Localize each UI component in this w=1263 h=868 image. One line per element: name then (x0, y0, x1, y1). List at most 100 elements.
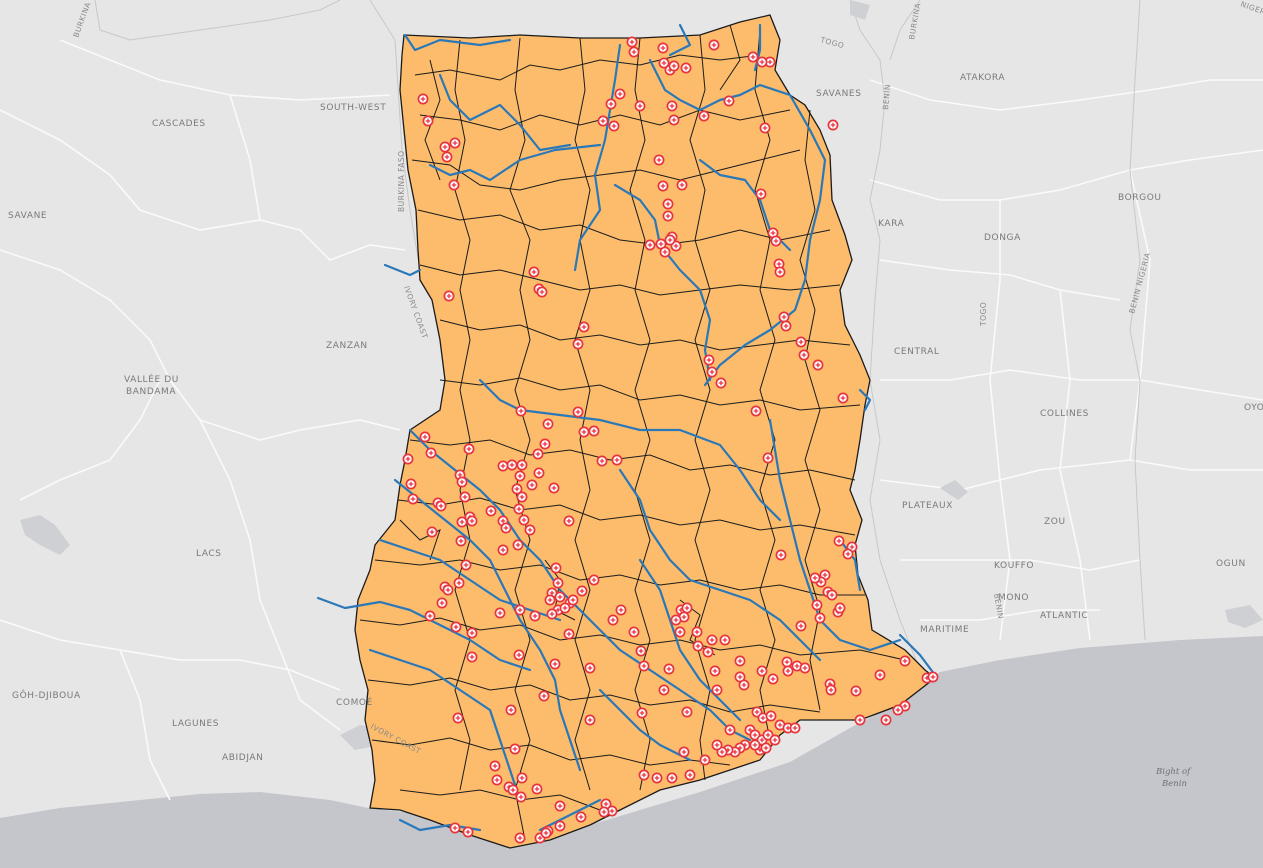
health-facility-cross-icon[interactable] (578, 426, 590, 438)
health-facility-cross-icon[interactable] (450, 621, 462, 633)
health-facility-cross-icon[interactable] (575, 811, 587, 823)
health-facility-cross-icon[interactable] (899, 655, 911, 667)
health-facility-cross-icon[interactable] (424, 610, 436, 622)
health-facility-cross-icon[interactable] (489, 760, 501, 772)
health-facility-cross-icon[interactable] (494, 607, 506, 619)
health-facility-cross-icon[interactable] (756, 56, 768, 68)
health-facility-cross-icon[interactable] (422, 115, 434, 127)
health-facility-cross-icon[interactable] (781, 656, 793, 668)
health-facility-cross-icon[interactable] (449, 137, 461, 149)
health-facility-cross-icon[interactable] (513, 649, 525, 661)
health-facility-cross-icon[interactable] (691, 626, 703, 638)
health-facility-cross-icon[interactable] (466, 651, 478, 663)
health-facility-cross-icon[interactable] (572, 406, 584, 418)
health-facility-cross-icon[interactable] (529, 610, 541, 622)
health-facility-cross-icon[interactable] (756, 665, 768, 677)
health-facility-cross-icon[interactable] (528, 266, 540, 278)
health-facility-cross-icon[interactable] (417, 93, 429, 105)
health-facility-cross-icon[interactable] (724, 724, 736, 736)
health-facility-cross-icon[interactable] (572, 338, 584, 350)
health-facility-cross-icon[interactable] (750, 405, 762, 417)
health-facility-cross-icon[interactable] (507, 784, 519, 796)
health-facility-cross-icon[interactable] (526, 479, 538, 491)
health-facility-cross-icon[interactable] (711, 684, 723, 696)
health-facility-cross-icon[interactable] (435, 500, 447, 512)
health-facility-cross-icon[interactable] (538, 690, 550, 702)
health-facility-cross-icon[interactable] (588, 425, 600, 437)
health-facility-cross-icon[interactable] (795, 336, 807, 348)
health-facility-cross-icon[interactable] (448, 179, 460, 191)
health-facility-cross-icon[interactable] (825, 684, 837, 696)
health-facility-cross-icon[interactable] (653, 154, 665, 166)
health-facility-cross-icon[interactable] (518, 514, 530, 526)
health-facility-cross-icon[interactable] (755, 188, 767, 200)
health-facility-cross-icon[interactable] (596, 455, 608, 467)
health-facility-cross-icon[interactable] (767, 673, 779, 685)
health-facility-cross-icon[interactable] (407, 493, 419, 505)
health-facility-cross-icon[interactable] (544, 594, 556, 606)
health-facility-cross-icon[interactable] (798, 349, 810, 361)
health-facility-cross-icon[interactable] (578, 321, 590, 333)
health-facility-cross-icon[interactable] (425, 447, 437, 459)
health-facility-cross-icon[interactable] (491, 774, 503, 786)
health-facility-cross-icon[interactable] (833, 535, 845, 547)
health-facility-cross-icon[interactable] (749, 739, 761, 751)
health-facility-cross-icon[interactable] (552, 577, 564, 589)
health-facility-cross-icon[interactable] (747, 51, 759, 63)
health-facility-cross-icon[interactable] (460, 559, 472, 571)
health-facility-cross-icon[interactable] (762, 452, 774, 464)
health-facility-cross-icon[interactable] (567, 594, 579, 606)
health-facility-cross-icon[interactable] (605, 98, 617, 110)
health-facility-cross-icon[interactable] (657, 180, 669, 192)
health-facility-cross-icon[interactable] (778, 311, 790, 323)
health-facility-cross-icon[interactable] (666, 772, 678, 784)
health-facility-cross-icon[interactable] (880, 714, 892, 726)
health-facility-cross-icon[interactable] (638, 769, 650, 781)
health-facility-cross-icon[interactable] (559, 602, 571, 614)
health-facility-cross-icon[interactable] (615, 604, 627, 616)
health-facility-cross-icon[interactable] (826, 589, 838, 601)
health-facility-cross-icon[interactable] (597, 115, 609, 127)
health-facility-cross-icon[interactable] (514, 832, 526, 844)
health-facility-cross-icon[interactable] (539, 438, 551, 450)
health-facility-cross-icon[interactable] (563, 628, 575, 640)
health-facility-cross-icon[interactable] (466, 627, 478, 639)
health-facility-cross-icon[interactable] (668, 60, 680, 72)
health-facility-cross-icon[interactable] (780, 320, 792, 332)
health-facility-cross-icon[interactable] (662, 210, 674, 222)
health-facility-cross-icon[interactable] (738, 679, 750, 691)
health-facility-cross-icon[interactable] (809, 572, 821, 584)
health-facility-cross-icon[interactable] (515, 791, 527, 803)
health-facility-cross-icon[interactable] (441, 151, 453, 163)
health-facility-cross-icon[interactable] (666, 100, 678, 112)
health-facility-cross-icon[interactable] (850, 685, 862, 697)
health-facility-cross-icon[interactable] (546, 608, 558, 620)
health-facility-cross-icon[interactable] (709, 665, 721, 677)
health-facility-cross-icon[interactable] (588, 574, 600, 586)
health-facility-cross-icon[interactable] (536, 286, 548, 298)
health-facility-cross-icon[interactable] (542, 418, 554, 430)
health-facility-cross-icon[interactable] (657, 42, 669, 54)
health-facility-cross-icon[interactable] (676, 179, 688, 191)
health-facility-cross-icon[interactable] (514, 604, 526, 616)
health-facility-cross-icon[interactable] (698, 110, 710, 122)
health-facility-cross-icon[interactable] (516, 772, 528, 784)
health-facility-cross-icon[interactable] (549, 658, 561, 670)
health-facility-cross-icon[interactable] (506, 459, 518, 471)
health-facility-cross-icon[interactable] (706, 366, 718, 378)
health-facility-cross-icon[interactable] (719, 634, 731, 646)
health-facility-cross-icon[interactable] (515, 405, 527, 417)
health-facility-cross-icon[interactable] (782, 665, 794, 677)
health-facility-cross-icon[interactable] (497, 460, 509, 472)
health-facility-cross-icon[interactable] (663, 663, 675, 675)
health-facility-cross-icon[interactable] (405, 478, 417, 490)
health-facility-cross-icon[interactable] (834, 602, 846, 614)
health-facility-cross-icon[interactable] (516, 459, 528, 471)
health-facility-cross-icon[interactable] (927, 671, 939, 683)
health-facility-cross-icon[interactable] (500, 522, 512, 534)
health-facility-cross-icon[interactable] (439, 141, 451, 153)
health-facility-cross-icon[interactable] (770, 235, 782, 247)
health-facility-cross-icon[interactable] (512, 539, 524, 551)
health-facility-cross-icon[interactable] (524, 524, 536, 536)
